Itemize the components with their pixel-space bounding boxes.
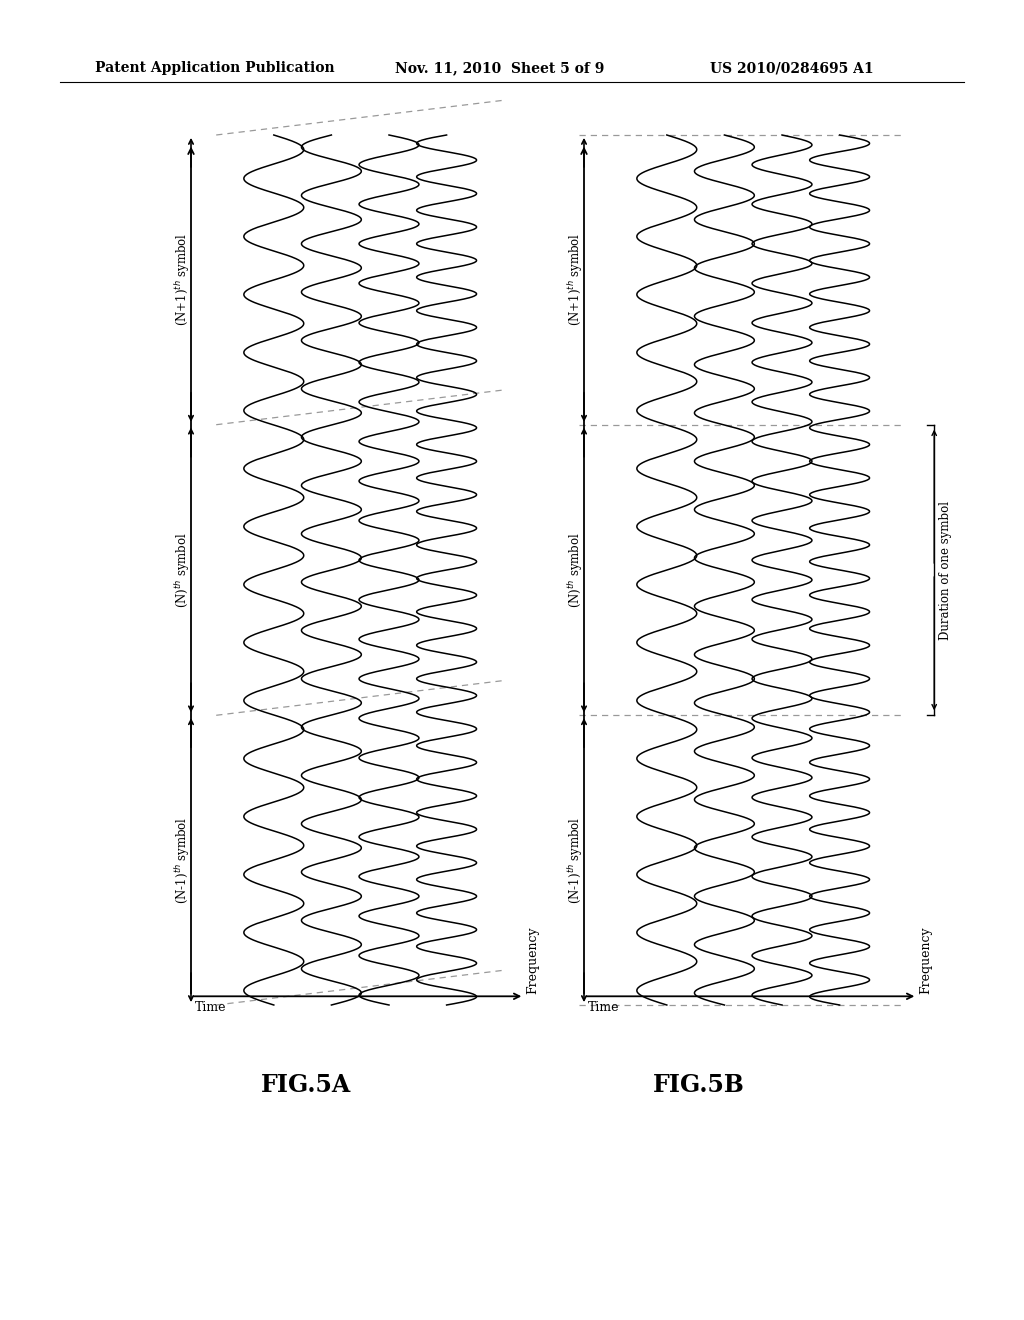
- Text: Time: Time: [195, 1001, 226, 1014]
- Text: FIG.5B: FIG.5B: [653, 1073, 745, 1097]
- Text: (N)$^{th}$ symbol: (N)$^{th}$ symbol: [566, 532, 586, 609]
- Text: (N-1)$^{th}$ symbol: (N-1)$^{th}$ symbol: [173, 817, 193, 904]
- Text: Patent Application Publication: Patent Application Publication: [95, 61, 335, 75]
- Text: (N)$^{th}$ symbol: (N)$^{th}$ symbol: [173, 532, 193, 609]
- Text: Frequency: Frequency: [526, 927, 540, 994]
- Text: (N+1)$^{th}$ symbol: (N+1)$^{th}$ symbol: [566, 234, 586, 326]
- Text: Duration of one symbol: Duration of one symbol: [939, 500, 952, 639]
- Text: (N-1)$^{th}$ symbol: (N-1)$^{th}$ symbol: [566, 817, 586, 904]
- Text: FIG.5A: FIG.5A: [261, 1073, 351, 1097]
- Text: Nov. 11, 2010  Sheet 5 of 9: Nov. 11, 2010 Sheet 5 of 9: [395, 61, 604, 75]
- Text: Frequency: Frequency: [920, 927, 932, 994]
- Text: Time: Time: [588, 1001, 620, 1014]
- Text: (N+1)$^{th}$ symbol: (N+1)$^{th}$ symbol: [173, 234, 193, 326]
- Text: US 2010/0284695 A1: US 2010/0284695 A1: [710, 61, 873, 75]
